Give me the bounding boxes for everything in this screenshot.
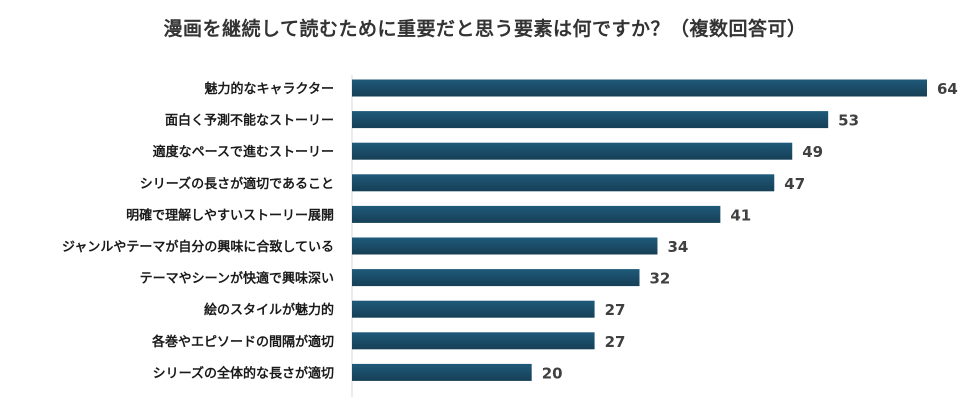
value-label: 32 <box>650 270 671 288</box>
bar <box>352 174 775 192</box>
value-label: 53 <box>838 112 859 130</box>
category-label: 各巻やエピソードの間隔が適切 <box>151 334 334 350</box>
category-label: 魅力的なキャラクター <box>205 81 334 97</box>
category-label: シリーズの長さが適切であること <box>140 176 334 192</box>
bar <box>352 269 640 287</box>
category-label: ジャンルやテーマが自分の興味に合致している <box>62 239 334 255</box>
value-label: 27 <box>605 333 626 351</box>
value-label: 41 <box>730 206 751 224</box>
bar <box>352 237 658 255</box>
bar <box>352 142 793 160</box>
category-label: テーマやシーンが快適で興味深い <box>140 271 334 287</box>
bar <box>352 79 927 97</box>
category-label: 適度なペースで進むストーリー <box>153 144 334 160</box>
value-label: 34 <box>667 238 688 256</box>
bar <box>352 332 595 350</box>
value-label: 64 <box>937 80 958 98</box>
category-label: 明確で理解しやすいストーリー展開 <box>126 207 334 223</box>
chart-title: 漫画を継続して読むために重要だと思う要素は何ですか？（複数回答可） <box>163 18 807 40</box>
bar <box>352 111 829 129</box>
category-label: シリーズの全体的な長さが適切 <box>153 365 334 381</box>
bar <box>352 363 532 381</box>
value-label: 49 <box>802 143 823 161</box>
value-label: 47 <box>784 175 805 193</box>
value-label: 27 <box>605 301 626 319</box>
category-label: 面白く予測不能なストーリー <box>165 113 334 129</box>
category-label: 絵のスタイルが魅力的 <box>204 302 334 318</box>
bar <box>352 300 595 318</box>
bar <box>352 205 721 223</box>
value-label: 20 <box>542 364 563 382</box>
